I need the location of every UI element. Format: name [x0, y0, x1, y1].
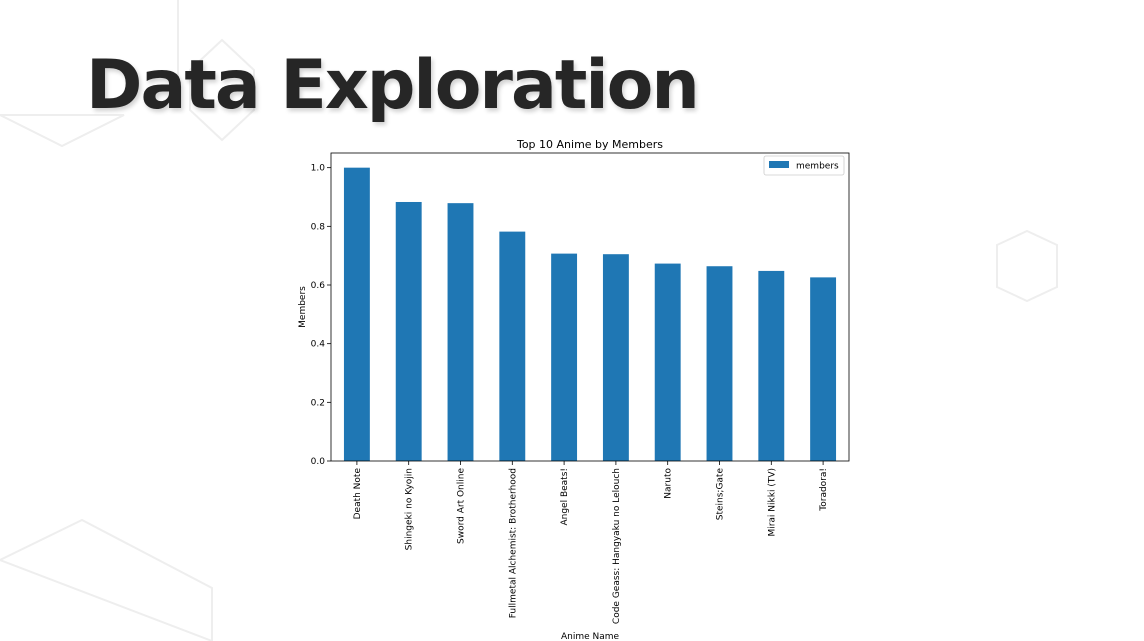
x-tick-label: Code Geass: Hangyaku no Lelouch [612, 468, 622, 624]
hexagon-decoration [0, 114, 125, 148]
x-tick-label: Toradora! [819, 468, 829, 512]
legend-label: members [796, 162, 839, 172]
y-tick-label: 0.6 [311, 281, 326, 291]
hexagon-decoration [0, 518, 213, 641]
bar [499, 231, 526, 461]
x-axis-label: Anime Name [561, 632, 620, 641]
bar [758, 270, 785, 461]
slide-title: Data Exploration [86, 46, 700, 125]
x-tick-label: Death Note [353, 468, 363, 520]
y-tick-label: 0.8 [311, 222, 326, 232]
bar [706, 266, 733, 461]
bar [602, 254, 629, 461]
legend-box [763, 155, 845, 176]
plot-frame [330, 152, 850, 462]
bar [447, 203, 474, 461]
y-tick-label: 0.4 [311, 340, 326, 350]
bar [343, 167, 370, 461]
x-tick-label: Steins;Gate [716, 468, 726, 521]
bar [551, 253, 578, 461]
bar [810, 277, 837, 461]
bars [343, 167, 837, 461]
chart-title: Top 10 Anime by Members [516, 138, 663, 151]
x-tick-label: Fullmetal Alchemist: Brotherhood [508, 468, 518, 618]
x-axis-ticks: Death Note Shingeki no Kyojin Sword Art On… [353, 461, 829, 624]
y-axis-label: Members [298, 286, 308, 328]
x-tick-label: Mirai Nikki (TV) [767, 468, 777, 537]
bar [395, 201, 422, 461]
y-tick-label: 0.0 [311, 457, 326, 467]
hexagon-decoration [996, 229, 1058, 303]
x-tick-label: Naruto [664, 468, 674, 499]
y-axis-ticks: 0.0 0.2 0.4 0.6 0.8 1.0 [311, 164, 331, 467]
x-tick-label: Angel Beats! [560, 468, 570, 526]
legend: members [763, 155, 845, 176]
hexagon-decoration [189, 38, 255, 142]
x-tick-label: Shingeki no Kyojin [405, 468, 415, 550]
legend-swatch [769, 161, 789, 168]
x-tick-label: Sword Art Online [457, 468, 467, 544]
bar [654, 263, 681, 461]
y-tick-label: 0.2 [311, 398, 325, 408]
y-tick-label: 1.0 [311, 164, 326, 174]
